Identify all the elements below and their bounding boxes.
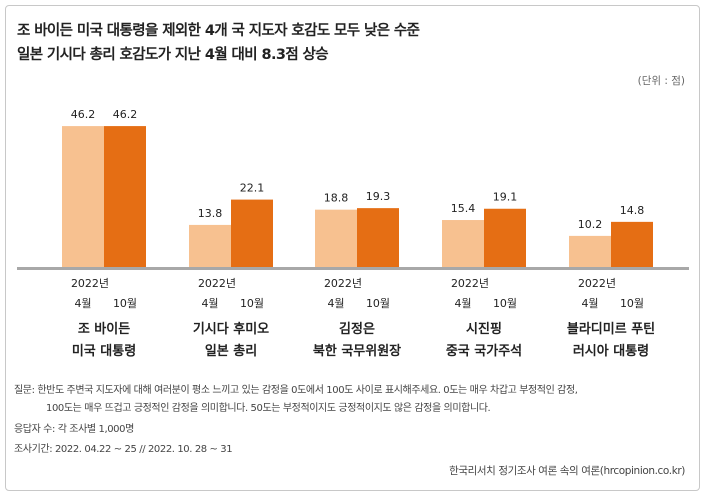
value-label-october-0: 46.2 [113, 108, 138, 121]
bar-april-2 [315, 209, 357, 267]
bar-april-0 [62, 126, 104, 267]
bar-october-1 [231, 199, 273, 267]
category-label-line2-4: 러시아 대통령 [573, 343, 649, 359]
chart-frame [5, 5, 700, 491]
category-label-line1-1: 기시다 후미오 [193, 321, 269, 337]
year-label-3: 2022년 [451, 277, 489, 290]
question-note-line1: 질문: 한반도 주변국 지도자에 대해 여러분이 평소 느끼고 있는 감정을 0… [14, 385, 578, 396]
series-label-october-0: 10월 [113, 297, 137, 310]
year-label-2: 2022년 [324, 277, 362, 290]
series-label-april-4: 4월 [581, 297, 598, 310]
bar-april-3 [442, 220, 484, 267]
series-label-october-4: 10월 [620, 297, 644, 310]
bar-october-4 [611, 221, 653, 267]
bar-october-0 [104, 126, 146, 267]
category-label-line2-3: 중국 국가주석 [446, 344, 522, 359]
category-label-line2-0: 미국 대통령 [72, 343, 136, 359]
series-label-october-1: 10월 [240, 297, 264, 310]
series-label-april-3: 4월 [454, 297, 471, 310]
x-axis-baseline [17, 267, 689, 270]
value-label-october-1: 22.1 [240, 182, 265, 195]
value-label-april-4: 10.2 [578, 218, 603, 231]
category-label-line1-3: 시진핑 [466, 321, 502, 337]
subheadline: 일본 기시다 총리 호감도가 지난 4월 대비 8.3점 상승 [17, 47, 329, 63]
value-label-october-4: 14.8 [620, 204, 645, 217]
series-label-april-1: 4월 [201, 297, 218, 310]
source-credit: 한국리서치 정기조사 여론 속의 여론(hrcopinion.co.kr) [449, 465, 685, 477]
category-label-line1-2: 김정은 [339, 321, 375, 337]
question-note-line2: 100도는 매우 뜨겁고 긍정적인 감정을 의미합니다. 50도는 부정적이지도… [46, 403, 491, 414]
category-label-line1-4: 블라디미르 푸틴 [567, 321, 655, 337]
unit-label: (단위 : 점) [637, 75, 685, 87]
year-label-0: 2022년 [71, 277, 109, 290]
series-label-october-2: 10월 [366, 297, 390, 310]
bar-october-2 [357, 208, 399, 267]
respondents-note: 응답자 수: 각 조사별 1,000명 [14, 424, 134, 435]
bar-april-1 [189, 224, 231, 267]
year-label-4: 2022년 [578, 277, 616, 290]
category-label-line2-1: 일본 총리 [205, 343, 257, 359]
value-label-april-3: 15.4 [451, 202, 476, 215]
value-label-october-2: 19.3 [366, 190, 391, 203]
category-label-line2-2: 북한 국무위원장 [313, 343, 401, 359]
year-label-1: 2022년 [198, 277, 236, 290]
value-label-april-2: 18.8 [324, 192, 349, 205]
value-label-april-1: 13.8 [198, 207, 223, 220]
headline: 조 바이든 미국 대통령을 제외한 4개 국 지도자 호감도 모두 낮은 수준 [17, 23, 420, 39]
series-label-april-2: 4월 [327, 297, 344, 310]
category-label-line1-0: 조 바이든 [78, 321, 130, 337]
period-note: 조사기간: 2022. 04.22 ~ 25 // 2022. 10. 28 ~… [14, 444, 233, 455]
series-label-april-0: 4월 [74, 297, 91, 310]
value-label-april-0: 46.2 [71, 108, 96, 121]
bar-april-4 [569, 235, 611, 267]
series-label-october-3: 10월 [493, 297, 517, 310]
value-label-october-3: 19.1 [493, 191, 518, 204]
bar-october-3 [484, 208, 526, 267]
